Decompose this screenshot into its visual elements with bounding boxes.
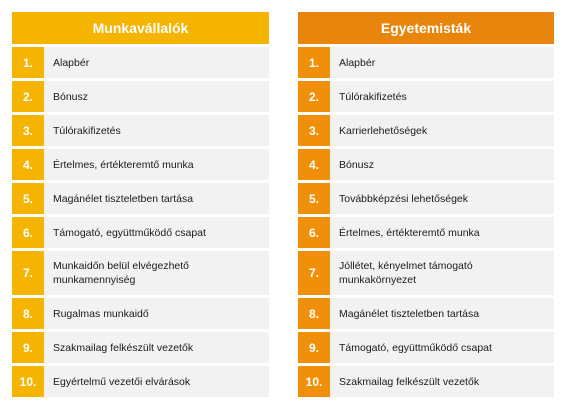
students-list: 1. Alapbér 2. Túlórakifizetés 3. Karrierleh…	[298, 47, 554, 397]
rank-number: 7.	[12, 251, 44, 295]
rank-number: 8.	[298, 298, 330, 329]
item-label: Túlórakifizetés	[53, 124, 121, 137]
rank-number: 4.	[12, 149, 44, 180]
employees-panel: Munkavállalók 1. Alapbér 2. Bónusz 3. Túlór…	[12, 12, 269, 400]
rank-number: 1.	[12, 47, 44, 78]
item-label: Szakmailag felkészült vezetők	[339, 375, 480, 388]
item-label: Jóllétet, kényelmet támogató munkakörnye…	[339, 260, 473, 286]
list-item: 7. Jóllétet, kényelmet támogató munkakörn…	[298, 251, 554, 295]
list-item: 7. Munkaidőn belül elvégezhető munkamenny…	[12, 251, 269, 295]
rank-number: 4.	[298, 149, 330, 180]
list-item: 10. Szakmailag felkészült vezetők	[298, 366, 554, 397]
rank-number: 1.	[298, 47, 330, 78]
list-item: 3. Túlórakifizetés	[12, 115, 269, 146]
item-label: Alapbér	[53, 56, 90, 69]
rank-number: 8.	[12, 298, 44, 329]
rank-number: 2.	[298, 81, 330, 112]
students-panel: Egyetemisták 1. Alapbér 2. Túlórakifizetés…	[298, 12, 554, 400]
list-item: 5. Magánélet tiszteletben tartása	[12, 183, 269, 214]
list-item: 2. Bónusz	[12, 81, 269, 112]
list-item: 1. Alapbér	[12, 47, 269, 78]
item-label: Bónusz	[339, 158, 375, 171]
item-label: Szakmailag felkészült vezetők	[53, 341, 194, 354]
item-label: Alapbér	[339, 56, 376, 69]
employees-header: Munkavállalók	[12, 12, 269, 44]
item-label: Magánélet tiszteletben tartása	[339, 307, 480, 320]
rank-number: 9.	[12, 332, 44, 363]
rank-number: 3.	[298, 115, 330, 146]
list-item: 8. Magánélet tiszteletben tartása	[298, 298, 554, 329]
item-label: Értelmes, értékteremtő munka	[339, 226, 480, 239]
list-item: 9. Támogató, együttműködő csapat	[298, 332, 554, 363]
item-label: Karrierlehetőségek	[339, 124, 428, 137]
list-item: 4. Bónusz	[298, 149, 554, 180]
students-header: Egyetemisták	[298, 12, 554, 44]
rank-number: 5.	[12, 183, 44, 214]
employees-list: 1. Alapbér 2. Bónusz 3. Túlórakifizetés 4. É…	[12, 47, 269, 397]
list-item: 1. Alapbér	[298, 47, 554, 78]
item-label: Munkaidőn belül elvégezhető munkamennyis…	[53, 260, 190, 286]
list-item: 10. Egyértelmű vezetői elvárások	[12, 366, 269, 397]
list-item: 3. Karrierlehetőségek	[298, 115, 554, 146]
item-label: Értelmes, értékteremtő munka	[53, 158, 194, 171]
list-item: 5. Továbbképzési lehetőségek	[298, 183, 554, 214]
rank-number: 2.	[12, 81, 44, 112]
list-item: 2. Túlórakifizetés	[298, 81, 554, 112]
rank-number: 6.	[298, 217, 330, 248]
rank-number: 9.	[298, 332, 330, 363]
item-label: Rugalmas munkaidő	[53, 307, 149, 320]
item-label: Magánélet tiszteletben tartása	[53, 192, 194, 205]
item-label: Bónusz	[53, 90, 89, 103]
list-item: 6. Értelmes, értékteremtő munka	[298, 217, 554, 248]
list-item: 4. Értelmes, értékteremtő munka	[12, 149, 269, 180]
list-item: 9. Szakmailag felkészült vezetők	[12, 332, 269, 363]
rank-number: 7.	[298, 251, 330, 295]
list-item: 6. Támogató, együttműködő csapat	[12, 217, 269, 248]
rank-number: 5.	[298, 183, 330, 214]
item-label: Egyértelmű vezetői elvárások	[53, 375, 191, 388]
item-label: Támogató, együttműködő csapat	[339, 341, 492, 354]
rank-number: 6.	[12, 217, 44, 248]
item-label: Továbbképzési lehetőségek	[339, 192, 469, 205]
rank-number: 10.	[298, 366, 330, 397]
list-item: 8. Rugalmas munkaidő	[12, 298, 269, 329]
rank-number: 10.	[12, 366, 44, 397]
item-label: Támogató, együttműködő csapat	[53, 226, 206, 239]
rank-number: 3.	[12, 115, 44, 146]
item-label: Túlórakifizetés	[339, 90, 407, 103]
